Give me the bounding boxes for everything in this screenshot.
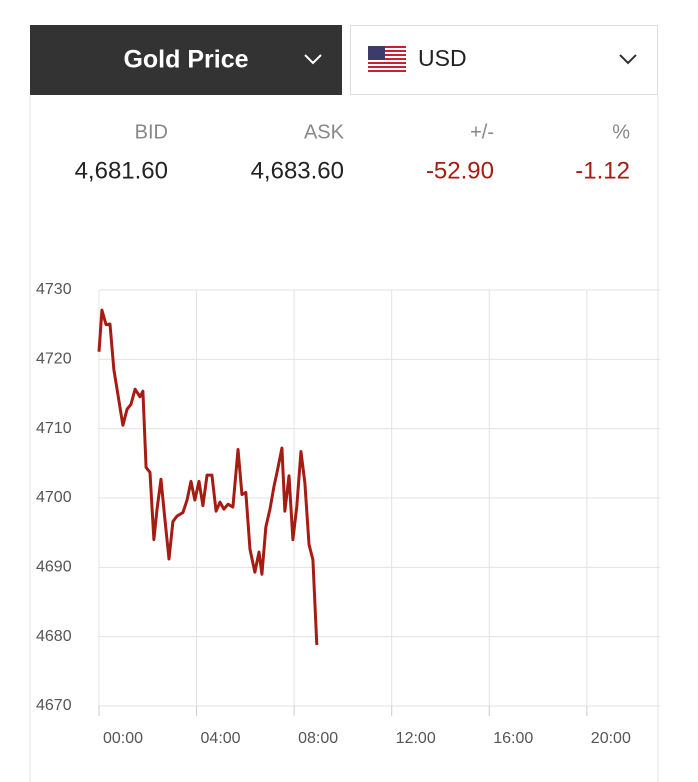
metal-button[interactable] [30,25,342,95]
quote-value: -1.12 [575,157,630,184]
quote-header: +/- [470,121,494,143]
y-tick-label: 4670 [36,697,72,714]
quote-header: ASK [304,121,345,143]
y-tick-label: 4680 [36,628,72,645]
y-tick-label: 4720 [36,351,72,368]
x-tick-label: 20:00 [591,730,631,747]
currency-label: USD [418,45,467,71]
y-tick-label: 4690 [36,559,72,576]
x-tick-label: 08:00 [298,730,338,747]
chevron [304,54,322,65]
quote-value: 4,681.60 [75,157,168,184]
quote-header: BID [135,121,168,143]
quote-header: % [612,121,630,143]
quote: BID 4,681.60 ASK 4,683.60 +/- -52.90% -1.12 [75,121,631,184]
metal-label: Gold Price [123,46,248,74]
quote-value: -52.90 [426,157,494,184]
us-flag [368,46,406,72]
price-line [97,308,319,646]
y-tick-label: 4710 [36,420,72,437]
y-tick-label: 4700 [36,489,72,506]
metal-selector[interactable]: Gold Price [30,25,342,95]
chevron [619,54,637,65]
y-tick-label: 4730 [36,281,72,298]
x-tick-label: 16:00 [493,730,533,747]
currency-selector[interactable]: USD [350,25,658,95]
x-tick-label: 12:00 [396,730,436,747]
x-tick-label: 04:00 [201,730,241,747]
chart: 4670 4680 4690 4700 4710 4720 4730 00:00 04:00 08… [36,281,660,747]
x-tick-label: 00:00 [103,730,143,747]
quote-value: 4,683.60 [251,157,344,184]
